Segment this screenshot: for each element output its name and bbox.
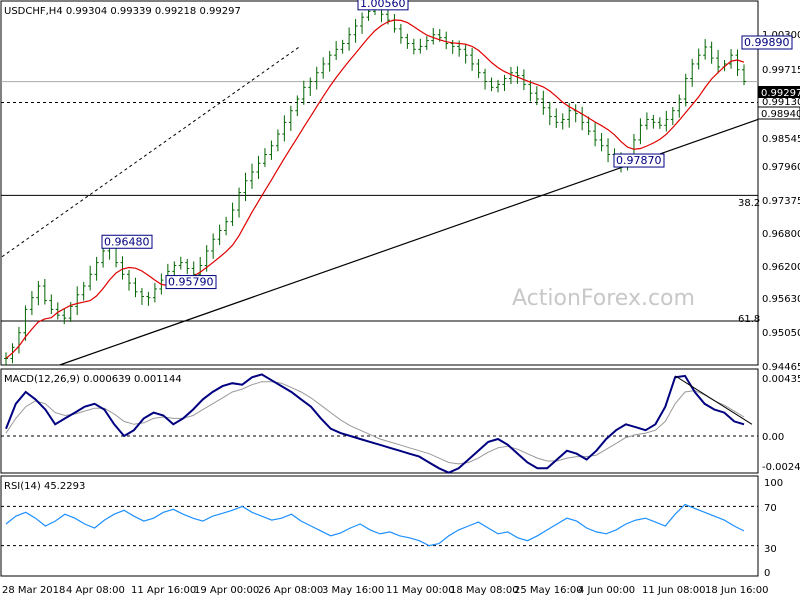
x-tick: 26 Apr 08:00 [258, 585, 323, 596]
svg-text:0.98940: 0.98940 [761, 109, 800, 120]
level-price-tag: 0.98940 [757, 106, 800, 120]
price-header: USDCHF,H4 0.99304 0.99339 0.99218 0.9929… [4, 6, 241, 17]
svg-text:0.97870: 0.97870 [616, 154, 662, 167]
moving-average [5, 19, 745, 359]
price-label-box: 1.00560 [357, 0, 409, 11]
svg-text:0.95790: 0.95790 [168, 276, 214, 289]
price-tick: 0.95630 [762, 294, 800, 305]
price-tick: 0.94465 [762, 362, 800, 373]
rsi-panel [0, 475, 759, 577]
x-tick: 4 Apr 08:00 [66, 585, 125, 596]
channel-line [1, 46, 301, 258]
price-label-box: 0.99890 [741, 35, 793, 50]
svg-text:0.96480: 0.96480 [104, 235, 150, 248]
price-tick: 0.96200 [762, 262, 800, 273]
price-labels: 1.00560 0.99890 0.96480 0.95790 0.97870 [101, 0, 793, 290]
x-tick: 11 May 00:00 [386, 585, 455, 596]
macd-tick: -0.002448 [762, 462, 800, 473]
rsi-line [1, 503, 758, 547]
rsi-tick: 30 [764, 544, 777, 555]
x-tick: 11 Jun 08:00 [642, 585, 706, 596]
x-tick: 18 Jun 16:00 [705, 585, 769, 596]
macd-panel [0, 368, 759, 474]
x-tick: 18 May 08:00 [450, 585, 519, 596]
macd-trendline [674, 375, 753, 425]
x-axis: 28 Mar 2018 4 Apr 08:00 11 Apr 16:00 19 … [2, 585, 769, 596]
watermark: ActionForex.com [512, 286, 695, 311]
svg-text:0.99297: 0.99297 [761, 88, 800, 99]
rsi-tick: 70 [764, 503, 777, 514]
x-tick: 11 Apr 16:00 [131, 585, 196, 596]
rsi-line [5, 503, 745, 547]
macd-lines [1, 373, 758, 474]
price-tick: 0.96800 [762, 229, 800, 240]
macd-header: MACD(12,26,9) 0.000639 0.001144 [4, 374, 182, 385]
x-tick: 3 May 16:00 [322, 585, 384, 596]
price-tick: 0.99715 [762, 65, 800, 76]
rsi-tick: 0 [764, 568, 770, 579]
price-y-axis: 1.00300 0.99715 0.99130 0.98545 0.97960 … [762, 30, 800, 373]
price-label-box: 0.96480 [101, 234, 153, 249]
price-bars [1, 1, 759, 366]
x-tick: 19 Apr 00:00 [194, 585, 259, 596]
price-label-box: 0.97870 [613, 153, 665, 168]
price-tick: 0.95050 [762, 328, 800, 339]
rsi-tick: 100 [764, 478, 783, 489]
macd-tick: 0.00 [762, 432, 784, 443]
x-tick: 4 Jun 00:00 [578, 585, 635, 596]
price-tick: 0.97375 [762, 196, 800, 207]
fib-382-label: 38.2 [738, 198, 760, 209]
svg-text:0.99890: 0.99890 [744, 36, 790, 49]
svg-text:1.00560: 1.00560 [360, 0, 406, 10]
price-tick: 0.97960 [762, 162, 800, 173]
price-tick: 0.98545 [762, 134, 800, 145]
price-tick: 0.99130 [762, 97, 800, 108]
fib-618-label: 61.8 [738, 314, 760, 325]
macd-line [5, 373, 745, 474]
macd-tick: 0.004351 [762, 374, 800, 385]
rsi-header: RSI(14) 45.2293 [4, 481, 85, 492]
ma-line [5, 19, 745, 359]
price-label-box: 0.95790 [165, 275, 217, 290]
current-price-tag: 0.99297 [758, 86, 800, 99]
x-tick: 25 May 16:00 [514, 585, 583, 596]
macd-signal-line [5, 381, 745, 465]
x-tick: 28 Mar 2018 [2, 585, 65, 596]
